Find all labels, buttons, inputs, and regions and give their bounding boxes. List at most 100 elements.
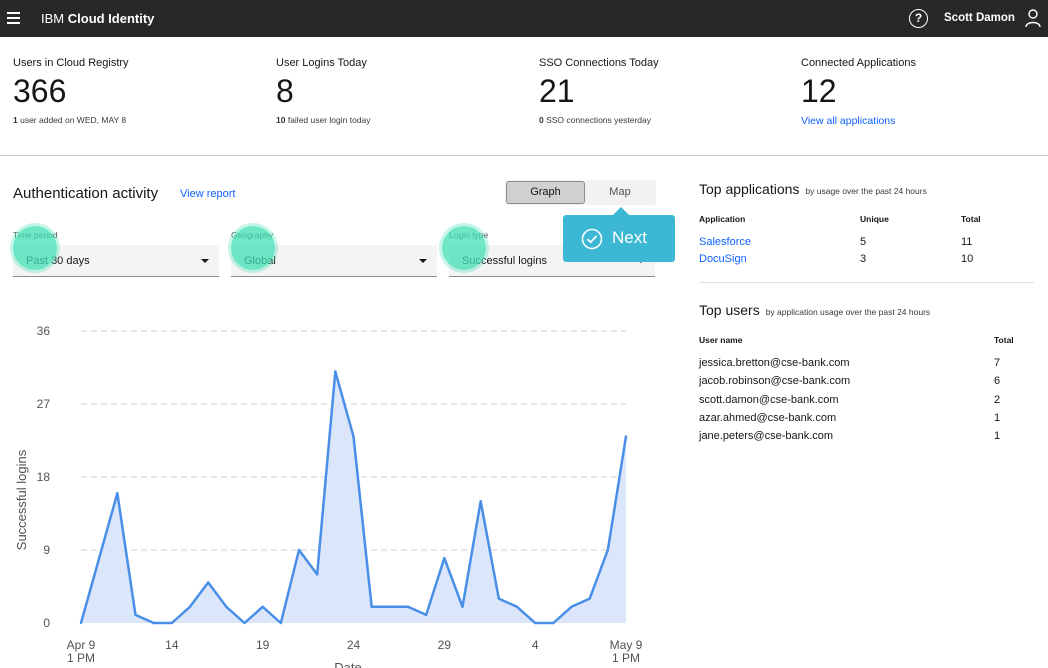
- stat-label: SSO Connections Today: [539, 57, 659, 69]
- data-point: [297, 548, 301, 552]
- data-point: [334, 370, 337, 373]
- stat-label: User Logins Today: [276, 57, 367, 69]
- area-fill: [81, 371, 626, 623]
- app-unique-count: 3: [860, 253, 867, 265]
- data-point: [116, 492, 119, 495]
- chevron-down-icon: [201, 259, 209, 263]
- stat-value: 12: [801, 73, 837, 109]
- view-all-applications-link[interactable]: View all applications: [801, 115, 896, 127]
- data-point: [461, 605, 464, 608]
- y-axis-label: Successful logins: [14, 449, 29, 550]
- data-point: [497, 597, 501, 600]
- x-tick-label: 24: [347, 638, 361, 652]
- data-point: [243, 621, 246, 625]
- next-tour-button[interactable]: Next: [563, 207, 675, 262]
- x-tick-label: 4: [532, 638, 539, 652]
- column-header-user-total: Total: [994, 335, 1014, 345]
- x-tick-sublabel: 1 PM: [67, 651, 95, 665]
- data-point: [134, 613, 137, 617]
- data-point: [515, 605, 519, 608]
- stat-sub-text: user added on WED, MAY 8: [17, 115, 127, 125]
- data-point: [552, 621, 555, 625]
- top-users-title: Top users: [699, 302, 760, 318]
- stat-value: 366: [13, 73, 67, 109]
- tour-hotspot-geography[interactable]: [231, 226, 275, 270]
- x-tick-sublabel: 1 PM: [612, 651, 640, 665]
- data-point: [279, 621, 283, 625]
- help-icon[interactable]: ?: [909, 9, 928, 28]
- x-tick-label: 14: [165, 638, 179, 652]
- x-axis-label: Date: [334, 660, 361, 668]
- column-header-total: Total: [961, 214, 981, 224]
- user-row-total: 1: [994, 412, 1001, 424]
- app-total-count: 11: [961, 236, 973, 248]
- data-point: [225, 605, 228, 608]
- next-label: Next: [612, 228, 647, 247]
- data-point: [188, 605, 192, 608]
- stat-sub-count: 0: [539, 115, 544, 125]
- y-tick-label: 27: [37, 397, 51, 411]
- top-applications-title: Top applications: [699, 181, 800, 197]
- user-row-name: jessica.bretton@cse-bank.com: [699, 357, 850, 369]
- stats-bar: Users in Cloud Registry 366 1 user added…: [0, 37, 1048, 156]
- x-tick-label: Apr 9: [67, 638, 96, 652]
- x-tick-label: 29: [438, 638, 452, 652]
- stat-sub-count: 1: [13, 115, 18, 125]
- user-row-total: 7: [994, 357, 1001, 369]
- data-point: [97, 556, 101, 560]
- x-tick-label: 19: [256, 638, 270, 652]
- map-toggle-button[interactable]: Map: [609, 186, 631, 198]
- brand-name: Cloud Identity: [67, 11, 155, 26]
- app-link-docusign[interactable]: DocuSign: [699, 253, 747, 265]
- app-link-salesforce[interactable]: Salesforce: [699, 236, 751, 248]
- data-point: [479, 500, 482, 503]
- check-circle-icon: [581, 228, 603, 250]
- column-header-user-name: User name: [699, 335, 743, 345]
- user-row-name: jacob.robinson@cse-bank.com: [699, 375, 851, 387]
- user-row-name: jane.peters@cse-bank.com: [699, 430, 834, 442]
- stat-apps: Connected Applications 12 View all appli…: [801, 57, 916, 127]
- stat-sub: 10 failed user login today: [276, 115, 371, 125]
- menu-icon[interactable]: [7, 12, 20, 24]
- data-point: [588, 597, 591, 600]
- view-report-link[interactable]: View report: [180, 188, 236, 200]
- brand-title[interactable]: IBM Cloud Identity: [41, 11, 154, 26]
- y-tick-label: 18: [37, 470, 51, 484]
- data-point: [206, 581, 210, 584]
- top-header: IBM Cloud Identity ? Scott Damon: [0, 0, 1048, 37]
- top-users-header: Top users by application usage over the p…: [699, 302, 930, 318]
- top-applications-subtitle: by usage over the past 24 hours: [805, 186, 927, 196]
- user-row-total: 1: [994, 430, 1001, 442]
- data-point: [443, 556, 446, 560]
- stat-sub: 0 SSO connections yesterday: [539, 115, 659, 125]
- auth-activity-title: Authentication activity: [13, 185, 159, 202]
- graph-toggle-button[interactable]: Graph: [506, 181, 585, 204]
- y-tick-label: 9: [43, 543, 50, 557]
- stat-sub-text: failed user login today: [285, 115, 371, 125]
- data-point: [570, 605, 573, 608]
- stat-sub-count: 10: [276, 115, 286, 125]
- app-unique-count: 5: [860, 236, 867, 248]
- user-profile-icon[interactable]: [1025, 9, 1041, 28]
- user-row-name: azar.ahmed@cse-bank.com: [699, 412, 837, 424]
- chevron-down-icon: [419, 259, 427, 263]
- data-point: [352, 435, 355, 438]
- stat-sub-text: SSO connections yesterday: [543, 115, 651, 125]
- data-point: [624, 435, 628, 438]
- column-header-unique: Unique: [860, 214, 889, 224]
- data-point: [370, 605, 373, 608]
- y-tick-label: 0: [43, 616, 50, 630]
- user-name[interactable]: Scott Damon: [944, 12, 1015, 24]
- top-users-subtitle: by application usage over the past 24 ho…: [765, 307, 931, 317]
- app-total-count: 10: [961, 253, 974, 265]
- stat-logins: User Logins Today 8 10 failed user login…: [276, 57, 371, 125]
- data-point: [261, 605, 264, 608]
- data-point: [170, 621, 174, 625]
- stat-value: 8: [276, 73, 294, 109]
- tour-hotspot-time-period[interactable]: [13, 226, 57, 270]
- data-point: [315, 573, 319, 576]
- top-applications-header: Top applications by usage over the past 2…: [699, 181, 927, 197]
- tour-hotspot-login-type[interactable]: [442, 226, 486, 270]
- data-point: [406, 605, 410, 608]
